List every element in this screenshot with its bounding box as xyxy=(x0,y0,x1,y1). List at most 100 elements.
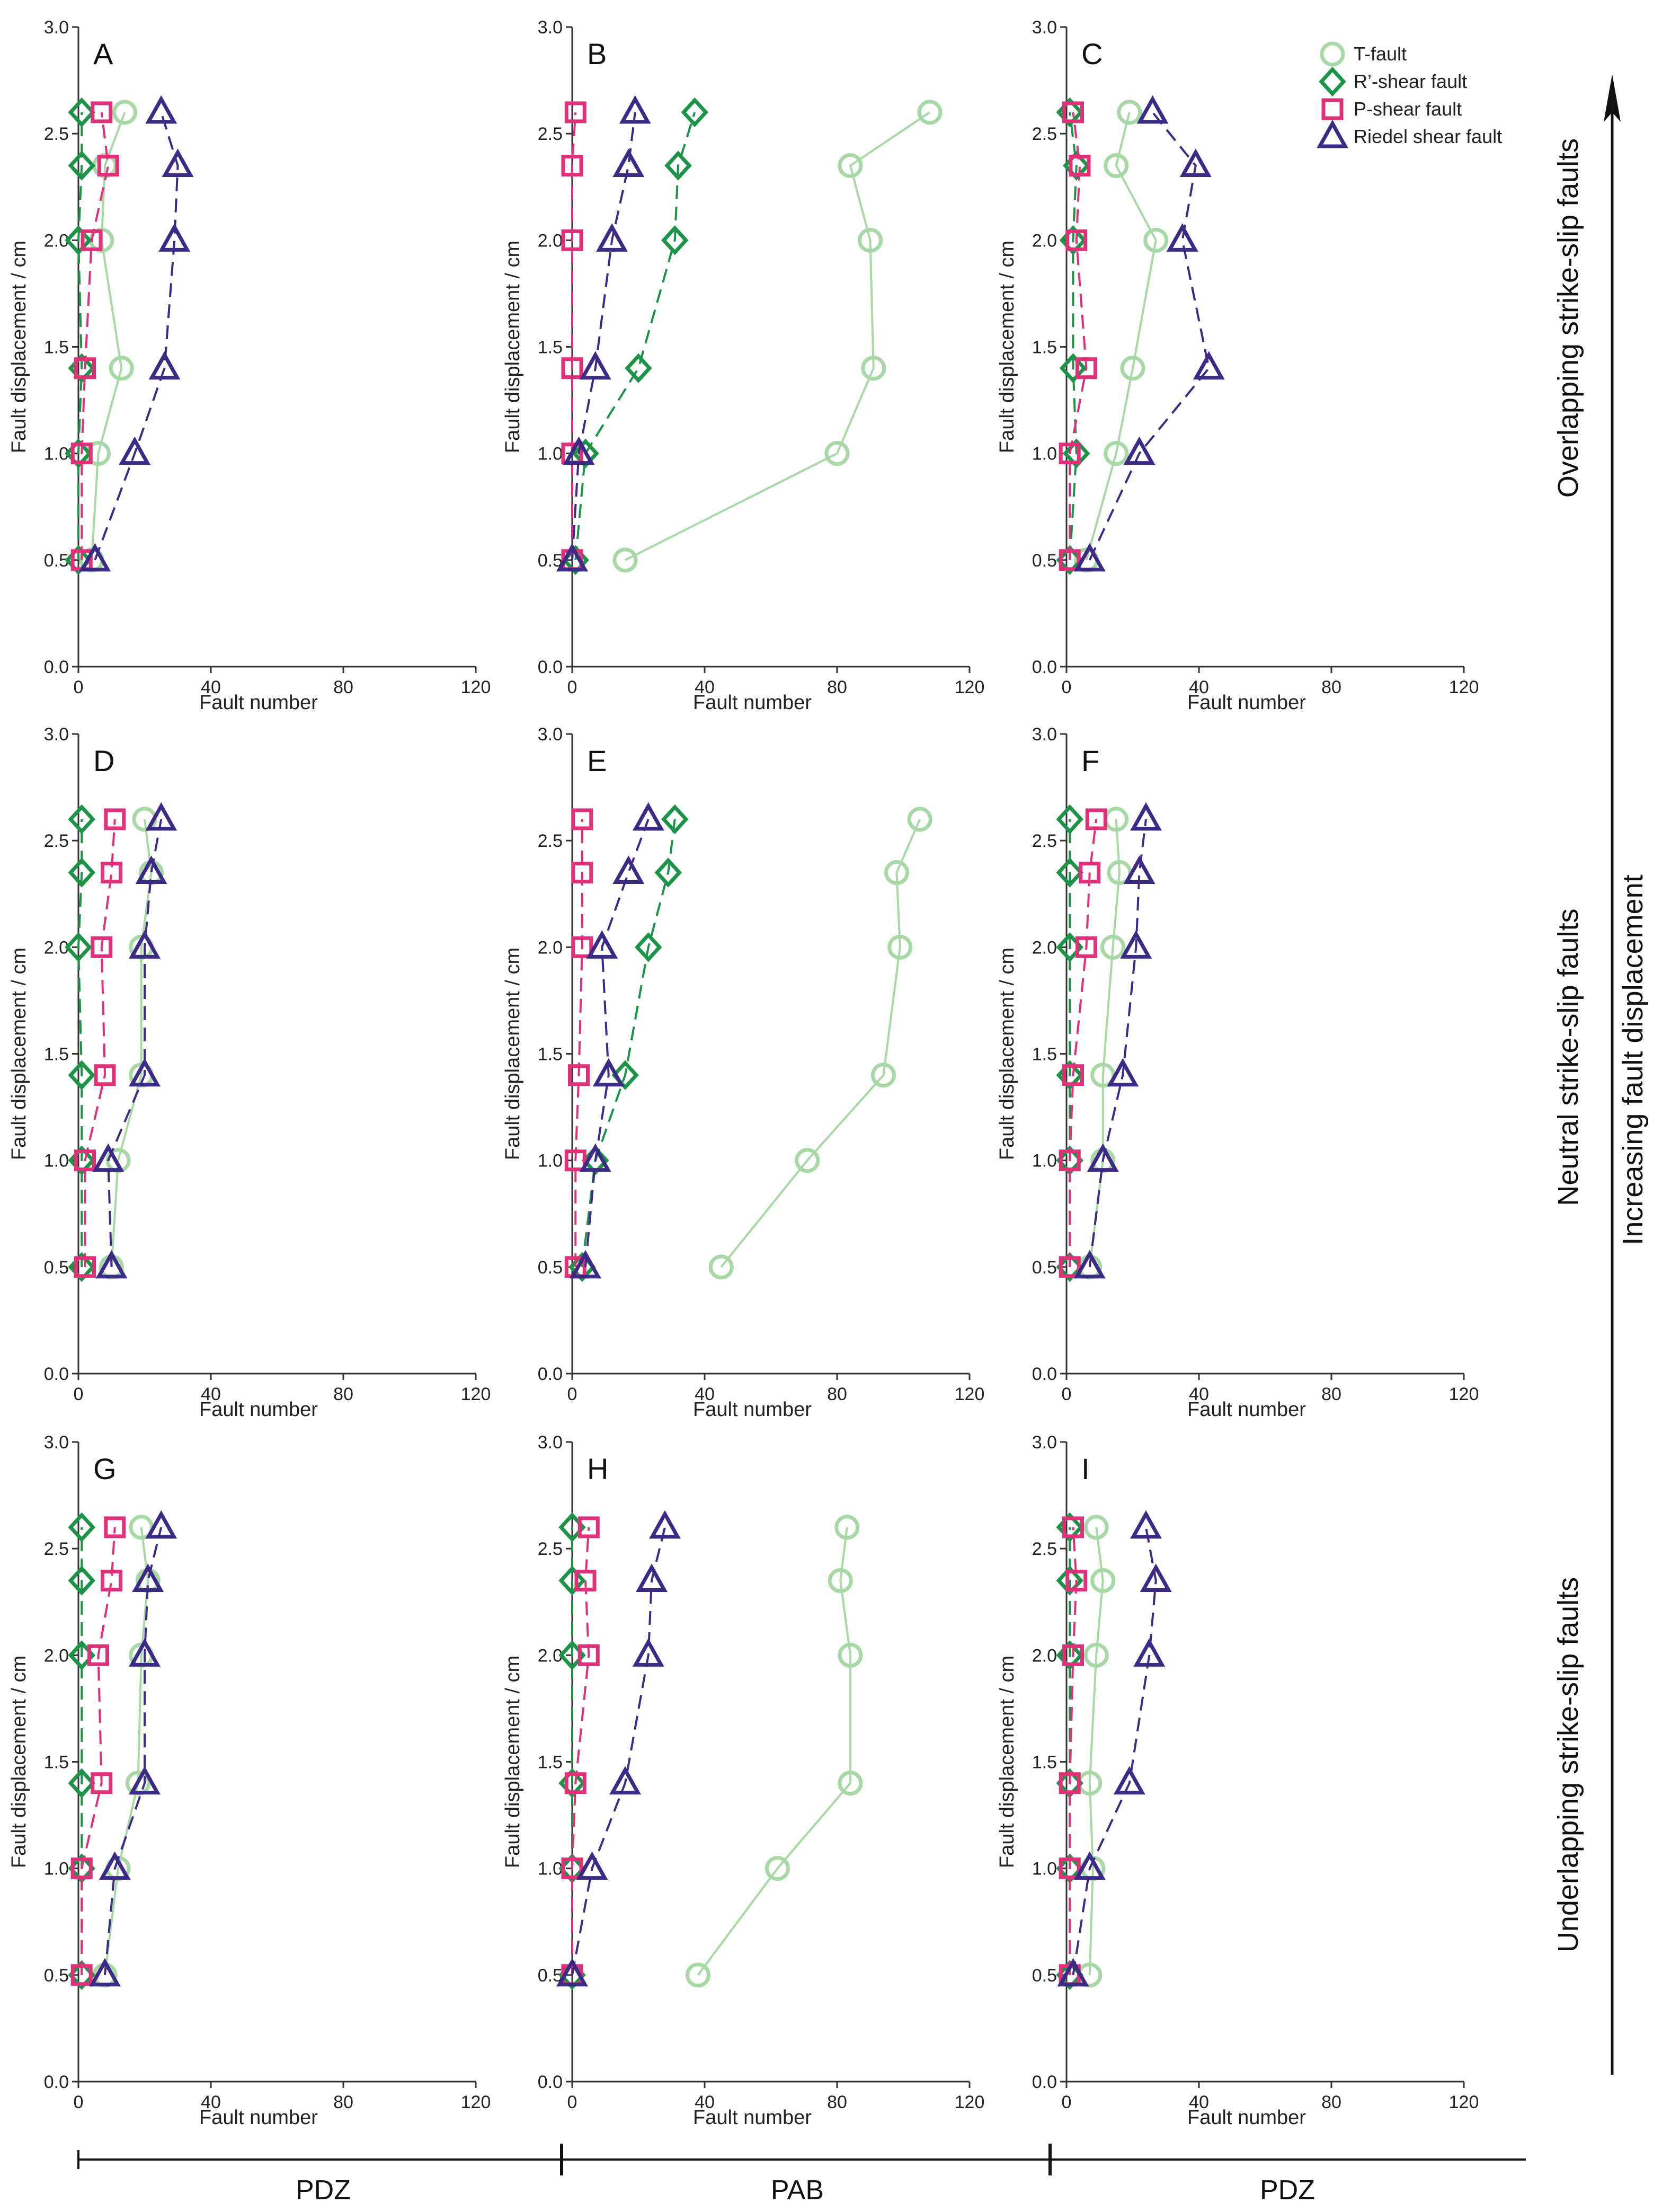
x-tick-label: 40 xyxy=(1189,1384,1209,1404)
x-tick-label: 120 xyxy=(461,677,491,697)
x-axis-title: Fault number xyxy=(199,1399,318,1421)
point-p xyxy=(1059,1857,1081,1880)
series-line-p xyxy=(571,1527,590,1975)
point-p xyxy=(1059,549,1081,571)
y-tick-label: 2.0 xyxy=(44,1645,69,1666)
point-t xyxy=(1083,1515,1109,1540)
series-line-r xyxy=(77,819,83,1267)
panel-d: 0.0 0.5 1.0 1.5 2.0 2.5 3.0 0 40 80 120 Fault numbe… xyxy=(8,724,491,1421)
point-p xyxy=(97,155,119,177)
point-p xyxy=(561,229,583,251)
point-p xyxy=(74,1149,96,1172)
x-axis-title: Fault number xyxy=(199,2107,318,2129)
point-p xyxy=(1065,229,1088,251)
point-riedel xyxy=(1057,1958,1089,1987)
point-riedel xyxy=(579,351,611,380)
legend-label-t-fault: T-fault xyxy=(1354,43,1407,65)
point-riedel xyxy=(1123,855,1156,884)
point-riedel xyxy=(99,1851,131,1880)
point-p xyxy=(1069,155,1091,177)
panel-letter: I xyxy=(1081,1452,1090,1485)
panel-c: 0.0 0.5 1.0 1.5 2.0 2.5 3.0 0 40 80 120 Fault numbe… xyxy=(996,17,1479,714)
point-t xyxy=(1100,934,1125,960)
point-r xyxy=(68,1768,95,1798)
x-tick-label: 0 xyxy=(1062,1384,1072,1404)
y-tick-label: 1.0 xyxy=(44,1151,69,1171)
point-riedel xyxy=(570,1250,601,1279)
point-p xyxy=(561,155,583,177)
point-t xyxy=(612,547,638,573)
point-riedel xyxy=(129,1638,161,1667)
y-tick-label: 3.0 xyxy=(1032,1432,1057,1453)
point-p xyxy=(564,101,586,123)
series-line-t xyxy=(697,1527,851,1976)
point-riedel xyxy=(145,95,177,124)
point-p xyxy=(1062,1064,1084,1086)
point-p xyxy=(104,1516,126,1538)
point-r xyxy=(664,151,692,181)
point-t xyxy=(838,153,863,179)
point-p xyxy=(568,1064,590,1086)
point-t xyxy=(884,860,909,886)
point-p xyxy=(577,1644,600,1666)
series-line-t xyxy=(1088,1527,1104,1975)
point-p xyxy=(74,357,96,379)
point-r xyxy=(68,151,95,181)
point-riedel xyxy=(1133,1638,1166,1667)
point-riedel xyxy=(1123,436,1156,465)
point-riedel xyxy=(1179,148,1212,178)
point-p xyxy=(1059,443,1081,465)
point-riedel xyxy=(1140,1563,1172,1592)
y-tick-label: 3.0 xyxy=(538,17,563,38)
y-tick-label: 0.0 xyxy=(1032,1364,1057,1384)
point-riedel xyxy=(158,223,191,252)
y-tick-label: 1.0 xyxy=(1032,444,1057,464)
y-axis-title: Fault displacement / cm xyxy=(996,241,1018,453)
y-tick-label: 3.0 xyxy=(44,724,69,745)
displacement-arrow-head-icon xyxy=(1604,74,1621,122)
point-t xyxy=(109,356,134,381)
y-tick-label: 2.5 xyxy=(1032,831,1057,851)
point-riedel xyxy=(612,855,645,884)
point-r xyxy=(611,1060,639,1090)
y-tick-label: 0.5 xyxy=(538,551,563,571)
point-riedel xyxy=(129,1058,161,1087)
point-riedel xyxy=(556,543,588,572)
y-tick-label: 3.0 xyxy=(44,1432,69,1453)
legend-marker-riedel xyxy=(1317,119,1348,148)
panel-letter: G xyxy=(93,1452,117,1485)
point-r xyxy=(572,438,599,468)
point-t xyxy=(765,1856,790,1881)
point-t xyxy=(838,1642,863,1668)
y-tick-label: 0.5 xyxy=(538,1258,563,1278)
point-p xyxy=(81,229,103,251)
point-r xyxy=(68,1060,95,1090)
x-tick-label: 80 xyxy=(1321,2092,1341,2112)
panel-letter: F xyxy=(1081,744,1099,777)
row-title-underlapping: Underlapping strike-slip faults xyxy=(1552,1577,1584,1952)
x-tick-label: 40 xyxy=(1189,677,1209,697)
y-tick-label: 0.5 xyxy=(1032,1258,1057,1278)
point-riedel xyxy=(586,930,618,959)
x-tick-label: 120 xyxy=(1449,2092,1479,2112)
point-riedel xyxy=(129,930,161,959)
y-tick-label: 2.5 xyxy=(538,831,563,851)
point-p xyxy=(564,1772,586,1794)
point-p xyxy=(577,1516,600,1538)
point-t xyxy=(907,807,932,832)
point-riedel xyxy=(649,1510,681,1539)
y-tick-label: 0.5 xyxy=(44,551,69,571)
point-r xyxy=(582,1145,609,1175)
series-line-riedel xyxy=(1072,1527,1157,1976)
point-p xyxy=(1065,1570,1088,1592)
x-axis-title: Fault number xyxy=(199,692,318,714)
y-tick-label: 0.0 xyxy=(538,1364,563,1384)
point-t xyxy=(861,356,886,381)
series-line-t xyxy=(110,819,153,1267)
point-riedel xyxy=(636,1563,668,1592)
y-axis-title: Fault displacement / cm xyxy=(502,241,524,453)
y-tick-label: 1.5 xyxy=(538,1045,563,1065)
y-tick-label: 1.0 xyxy=(1032,1151,1057,1171)
y-tick-label: 0.5 xyxy=(1032,551,1057,571)
